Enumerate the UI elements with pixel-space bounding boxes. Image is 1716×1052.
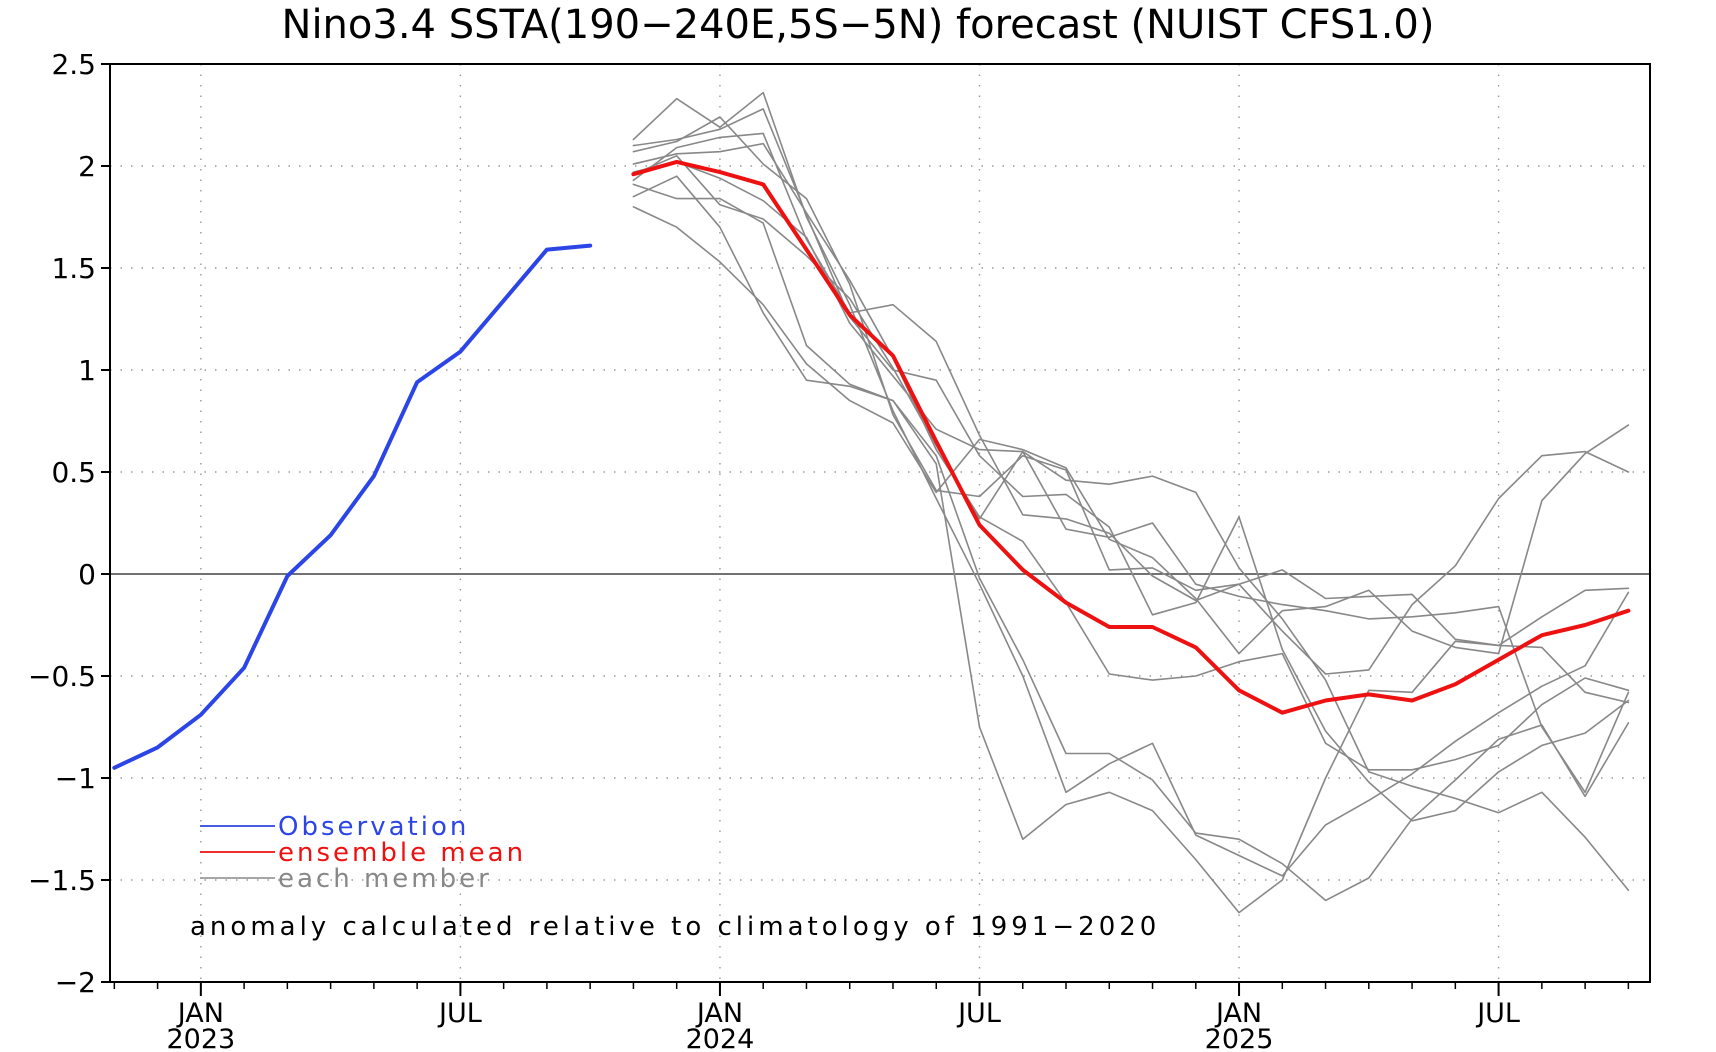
member-line [632, 155, 1630, 794]
x-tick-label: JUL [956, 998, 1001, 1029]
y-axis: 2.5 2 1.5 1 0.5 0 −0.5 −1 −1.5 −2 [28, 48, 110, 999]
y-tick-label: −0.5 [28, 660, 96, 693]
x-tick-label: JUL [1475, 998, 1520, 1029]
y-tick-label: −1.5 [28, 864, 96, 897]
member-line [632, 116, 1630, 704]
member-lines [632, 91, 1630, 914]
y-tick-label: 0 [78, 558, 96, 591]
member-line [632, 183, 1630, 902]
y-tick-label: 2 [78, 150, 96, 183]
x-tick-label: JAN [176, 998, 224, 1029]
member-line [632, 175, 1630, 914]
member-line [632, 108, 1630, 822]
observation-line [112, 243, 593, 770]
x-tick-label: JAN [695, 998, 743, 1029]
y-tick-label: 1.5 [51, 252, 96, 285]
y-tick-label: −2 [55, 966, 96, 999]
legend-label: Observation [278, 812, 469, 842]
x-year-label: 2024 [686, 1024, 755, 1052]
x-tick-label: JUL [437, 998, 482, 1029]
ensemble-mean-line [631, 159, 1631, 715]
x-year-label: 2025 [1205, 1024, 1274, 1052]
legend-label: each member [278, 864, 492, 894]
member-line [632, 161, 1630, 892]
member-line [632, 206, 1630, 655]
plot-frame [109, 63, 1651, 983]
y-tick-label: 0.5 [51, 456, 96, 489]
x-year-label: 2023 [166, 1024, 235, 1052]
climatology-note: anomaly calculated relative to climatolo… [190, 912, 1160, 942]
y-tick-label: −1 [55, 762, 96, 795]
observation-line [112, 243, 593, 770]
ensemble-mean-line [631, 159, 1631, 715]
y-tick-label: 2.5 [51, 48, 96, 81]
member-line [632, 132, 1630, 675]
chart-title: Nino3.4 SSTA(190−240E,5S−5N) forecast (N… [282, 2, 1435, 48]
y-tick-label: 1 [78, 354, 96, 387]
member-line [632, 142, 1630, 771]
x-tick-label: JAN [1214, 998, 1262, 1029]
legend-label: ensemble mean [278, 838, 526, 868]
